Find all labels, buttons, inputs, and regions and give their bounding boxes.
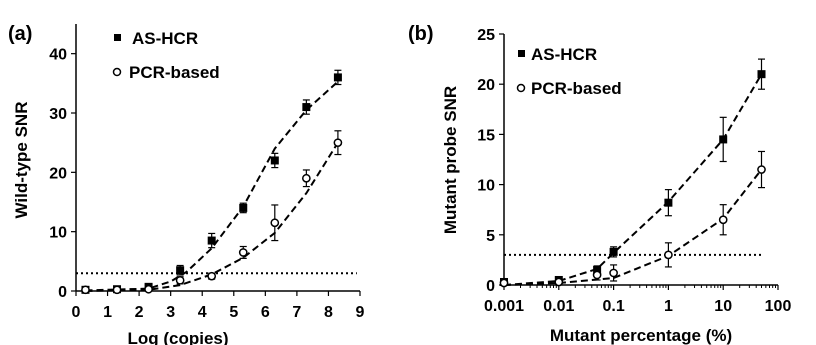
axes: 0.001 0.01 0.1 1 10 100 0 5 10 15 20 25 bbox=[477, 27, 791, 315]
panel-b: (b) Mutant percentage (%) Mutant probe S… bbox=[408, 23, 791, 345]
panel-a-label: (a) bbox=[8, 23, 32, 45]
panel-b-label: (b) bbox=[408, 23, 434, 45]
data-point-pcr-based bbox=[238, 248, 248, 257]
panel-a-legend: AS-HCR PCR-based bbox=[112, 29, 220, 82]
x-tick-label: 100 bbox=[765, 298, 792, 315]
series-pcr-based bbox=[499, 150, 766, 288]
legend-marker-pcr-based bbox=[516, 83, 526, 93]
data-point-pcr-based bbox=[757, 165, 766, 174]
data-point-as-hcr bbox=[664, 198, 673, 207]
x-tick-label: 7 bbox=[292, 304, 301, 321]
data-point-pcr-based bbox=[207, 271, 217, 281]
y-tick-label: 40 bbox=[49, 47, 67, 64]
y-tick-label: 15 bbox=[477, 127, 495, 144]
data-point-as-hcr bbox=[239, 203, 248, 212]
legend-label-as-hcr: AS-HCR bbox=[132, 29, 198, 48]
x-tick-label: 3 bbox=[166, 304, 175, 321]
data-point-pcr-based bbox=[592, 270, 602, 280]
x-tick-label: 6 bbox=[261, 304, 270, 321]
x-tick-label: 0.01 bbox=[543, 298, 574, 315]
data-point-pcr-based bbox=[270, 218, 280, 228]
fit-curve-pcr-based bbox=[503, 168, 763, 286]
data-point-pcr-based bbox=[175, 275, 185, 285]
data-point-pcr-based bbox=[554, 277, 564, 287]
data-point-as-hcr bbox=[333, 73, 342, 82]
x-tick-label: 10 bbox=[714, 298, 732, 315]
y-tick-label: 20 bbox=[477, 77, 495, 94]
panel-b-y-axis-title: Mutant probe SNR bbox=[441, 86, 460, 234]
data-point-as-hcr bbox=[302, 103, 311, 112]
x-tick-label: 2 bbox=[135, 304, 144, 321]
data-point-pcr-based bbox=[664, 250, 673, 260]
x-tick-label: 1 bbox=[103, 304, 112, 321]
legend-label-as-hcr: AS-HCR bbox=[531, 45, 597, 64]
legend-marker-as-hcr bbox=[518, 50, 525, 57]
y-tick-label: 10 bbox=[49, 225, 67, 242]
fit-curve-as-hcr bbox=[85, 80, 339, 292]
data-point-pcr-based bbox=[499, 278, 509, 288]
y-tick-label: 25 bbox=[477, 27, 495, 44]
data-point-as-hcr bbox=[719, 135, 728, 144]
data-point-pcr-based bbox=[609, 268, 618, 278]
data-point-pcr-based bbox=[333, 138, 343, 148]
data-point-as-hcr bbox=[270, 156, 279, 165]
legend-marker-pcr-based bbox=[112, 67, 122, 77]
x-tick-label: 0.1 bbox=[602, 298, 624, 315]
x-tick-label: 1 bbox=[664, 298, 673, 315]
panel-a-y-axis-title: Wild-type SNR bbox=[12, 102, 31, 219]
fit-curve-pcr-based bbox=[85, 142, 339, 292]
fit-curve-as-hcr bbox=[503, 73, 763, 286]
data-point-pcr-based bbox=[144, 284, 153, 294]
data-point-as-hcr bbox=[207, 236, 216, 245]
x-tick-label: 0 bbox=[72, 304, 81, 321]
y-tick-label: 0 bbox=[486, 278, 495, 295]
panel-a-x-axis-title: Log (copies) bbox=[127, 329, 228, 345]
x-tick-label: 5 bbox=[229, 304, 238, 321]
axes: 0 1 2 3 4 5 6 7 8 9 0 10 20 30 40 bbox=[49, 24, 365, 321]
series-pcr-based bbox=[81, 130, 343, 295]
data-point-pcr-based bbox=[302, 173, 311, 183]
y-tick-label: 10 bbox=[477, 178, 495, 195]
legend-marker-as-hcr bbox=[114, 34, 121, 41]
data-point-as-hcr bbox=[757, 70, 766, 79]
series-as-hcr bbox=[81, 69, 342, 294]
y-tick-label: 5 bbox=[486, 228, 495, 245]
y-tick-label: 30 bbox=[49, 106, 67, 123]
panel-a: (a) Log (copies) Wild-type SNR AS-HCR PC… bbox=[8, 23, 365, 345]
data-point-pcr-based bbox=[718, 215, 728, 225]
y-tick-label: 20 bbox=[49, 165, 67, 182]
data-point-as-hcr bbox=[176, 266, 185, 275]
data-point-pcr-based bbox=[81, 285, 90, 295]
legend-label-pcr-based: PCR-based bbox=[531, 79, 622, 98]
data-point-as-hcr bbox=[609, 247, 618, 256]
panel-b-x-axis-title: Mutant percentage (%) bbox=[550, 326, 732, 345]
legend-label-pcr-based: PCR-based bbox=[129, 63, 220, 82]
x-tick-label: 4 bbox=[198, 304, 207, 321]
x-tick-label: 9 bbox=[356, 304, 365, 321]
y-tick-label: 0 bbox=[58, 284, 67, 301]
panel-b-legend: AS-HCR PCR-based bbox=[516, 45, 622, 98]
data-point-pcr-based bbox=[112, 285, 122, 295]
x-tick-label: 8 bbox=[324, 304, 333, 321]
x-tick-label: 0.001 bbox=[484, 298, 524, 315]
